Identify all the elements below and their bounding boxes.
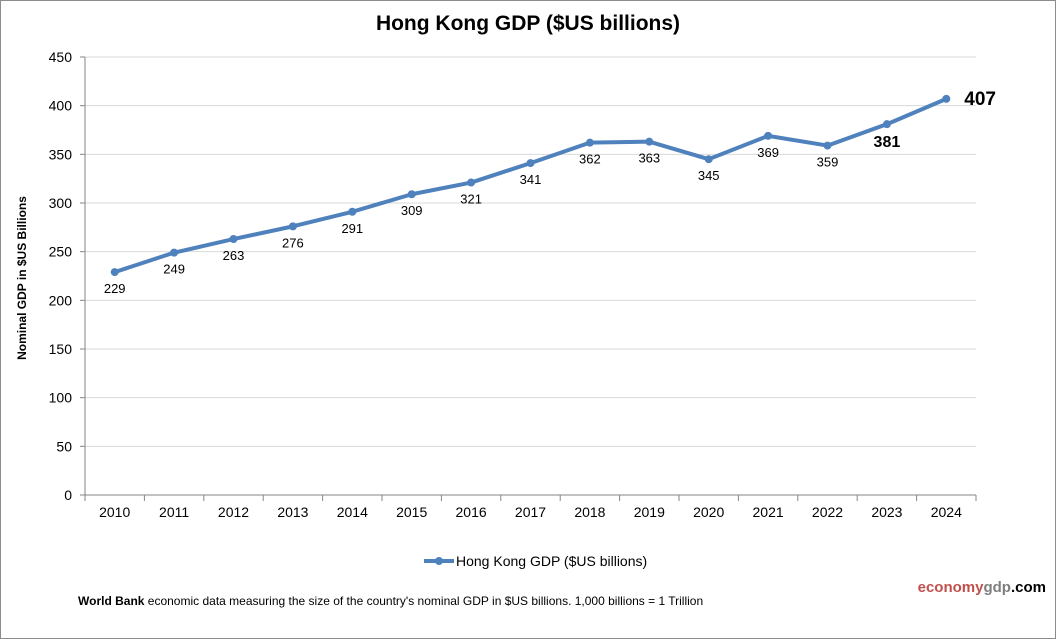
data-label: 321 bbox=[460, 192, 482, 207]
data-label: 229 bbox=[104, 281, 126, 296]
data-label: 407 bbox=[964, 89, 996, 110]
x-tick-label: 2023 bbox=[871, 504, 902, 520]
legend-label: Hong Kong GDP ($US billions) bbox=[456, 553, 648, 569]
x-tick-label: 2020 bbox=[693, 504, 724, 520]
y-tick-label: 200 bbox=[49, 292, 73, 308]
y-tick-label: 100 bbox=[49, 390, 73, 406]
data-label: 345 bbox=[698, 168, 720, 183]
x-tick-label: 2019 bbox=[634, 504, 665, 520]
y-tick-label: 300 bbox=[49, 195, 73, 211]
x-tick-label: 2024 bbox=[931, 504, 962, 520]
data-point bbox=[110, 268, 119, 277]
data-label: 359 bbox=[817, 155, 839, 170]
data-label: 276 bbox=[282, 235, 304, 250]
footnote-text: economic data measuring the size of the … bbox=[144, 594, 704, 608]
data-label: 291 bbox=[341, 221, 363, 236]
data-label: 249 bbox=[163, 262, 185, 277]
data-label: 263 bbox=[223, 248, 245, 263]
data-point bbox=[645, 137, 654, 146]
y-tick-label: 50 bbox=[56, 438, 72, 454]
data-point bbox=[229, 235, 238, 244]
data-label: 363 bbox=[638, 151, 660, 166]
footnote: World Bank economic data measuring the s… bbox=[78, 594, 703, 608]
x-tick-label: 2017 bbox=[515, 504, 546, 520]
data-label: 381 bbox=[874, 134, 901, 151]
footnote-source: World Bank bbox=[78, 594, 145, 608]
brand-part-economy: economy bbox=[917, 579, 984, 596]
data-point bbox=[288, 222, 297, 231]
y-tick-label: 0 bbox=[64, 487, 72, 503]
x-tick-label: 2013 bbox=[277, 504, 308, 520]
data-label: 362 bbox=[579, 152, 601, 167]
data-point bbox=[348, 207, 357, 216]
data-point bbox=[764, 131, 773, 140]
data-point bbox=[585, 138, 594, 147]
data-label: 341 bbox=[520, 172, 542, 187]
x-tick-label: 2014 bbox=[337, 504, 368, 520]
x-tick-label: 2015 bbox=[396, 504, 427, 520]
data-point bbox=[170, 248, 179, 257]
legend: Hong Kong GDP ($US billions) bbox=[424, 551, 647, 571]
data-point bbox=[407, 190, 416, 199]
y-tick-label: 150 bbox=[49, 341, 73, 357]
y-tick-label: 250 bbox=[49, 244, 73, 260]
x-tick-label: 2021 bbox=[753, 504, 784, 520]
x-tick-label: 2012 bbox=[218, 504, 249, 520]
brand-part-gdp: gdp bbox=[983, 579, 1011, 596]
chart-title: Hong Kong GDP ($US billions) bbox=[375, 12, 681, 35]
data-point bbox=[942, 94, 951, 103]
data-point bbox=[704, 155, 713, 164]
data-point bbox=[823, 141, 832, 150]
y-tick-label: 350 bbox=[49, 146, 73, 162]
x-tick-label: 2011 bbox=[159, 504, 189, 520]
data-point bbox=[882, 120, 891, 129]
data-label: 309 bbox=[401, 203, 423, 218]
x-tick-label: 2018 bbox=[574, 504, 605, 520]
data-point bbox=[467, 178, 476, 187]
brand-part-com: .com bbox=[1010, 579, 1046, 596]
y-tick-label: 400 bbox=[49, 98, 73, 114]
x-tick-label: 2022 bbox=[812, 504, 843, 520]
legend-series-marker-icon bbox=[424, 551, 454, 571]
y-tick-label: 450 bbox=[49, 49, 73, 65]
brand-logo: economygdp.com bbox=[918, 579, 1046, 596]
x-tick-label: 2016 bbox=[456, 504, 487, 520]
data-label: 369 bbox=[757, 145, 779, 160]
x-tick-label: 2010 bbox=[99, 504, 130, 520]
data-point bbox=[526, 159, 535, 168]
